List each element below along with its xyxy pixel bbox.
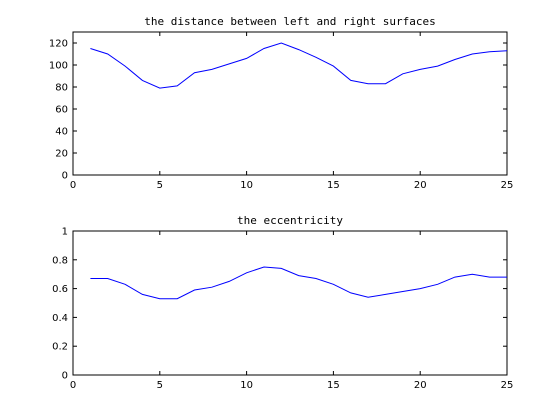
top-ytick-label: 80 [55,83,68,94]
top-ytick-label: 60 [55,105,68,116]
top-ytick-label: 40 [55,127,68,138]
top-series-line [90,42,508,89]
top-plot-series [90,42,508,89]
top-plot-axes: 0 5 10 15 20 25 0 20 40 60 80 100 120 [49,32,513,191]
top-plot-frame [72,31,508,176]
bottom-xtick-label: 15 [327,380,340,391]
top-plot: the distance between left and right surf… [49,15,513,191]
bottom-xtick-label: 25 [501,380,514,391]
bottom-plot-series [90,266,507,300]
bottom-plot-axes: 0 5 10 15 20 25 0 0.2 0.4 0.6 0.8 1 [52,227,513,392]
bottom-xtick-label: 5 [157,380,163,391]
top-xtick-label: 25 [501,180,514,191]
top-xtick-label: 20 [414,180,427,191]
top-xtick-label: 10 [240,180,253,191]
bottom-xtick-label: 0 [70,380,76,391]
bottom-ytick-label: 0.6 [52,284,68,295]
top-xtick-label: 0 [70,180,76,191]
bottom-ytick-label: 0 [62,371,68,382]
bottom-plot-title: the eccentricity [237,214,343,227]
bottom-xtick-label: 10 [240,380,253,391]
bottom-ytick-label: 0.2 [52,342,68,353]
top-xtick-label: 15 [327,180,340,191]
bottom-ytick-label: 1 [62,227,68,238]
bottom-plot: the eccentricity 0 5 10 15 20 25 0 0.2 0.4 0.6 0.8… [52,214,513,391]
top-ytick-label: 120 [49,39,68,50]
top-ytick-label: 100 [49,61,68,72]
top-xtick-label: 5 [157,180,163,191]
top-plot-title: the distance between left and right surf… [144,15,435,28]
bottom-xtick-label: 20 [414,380,427,391]
bottom-series-line [90,266,507,300]
top-ytick-label: 0 [62,171,68,182]
bottom-ytick-label: 0.8 [52,255,68,266]
bottom-plot-frame [72,230,508,376]
bottom-ytick-label: 0.4 [52,313,68,324]
top-ytick-label: 20 [55,149,68,160]
